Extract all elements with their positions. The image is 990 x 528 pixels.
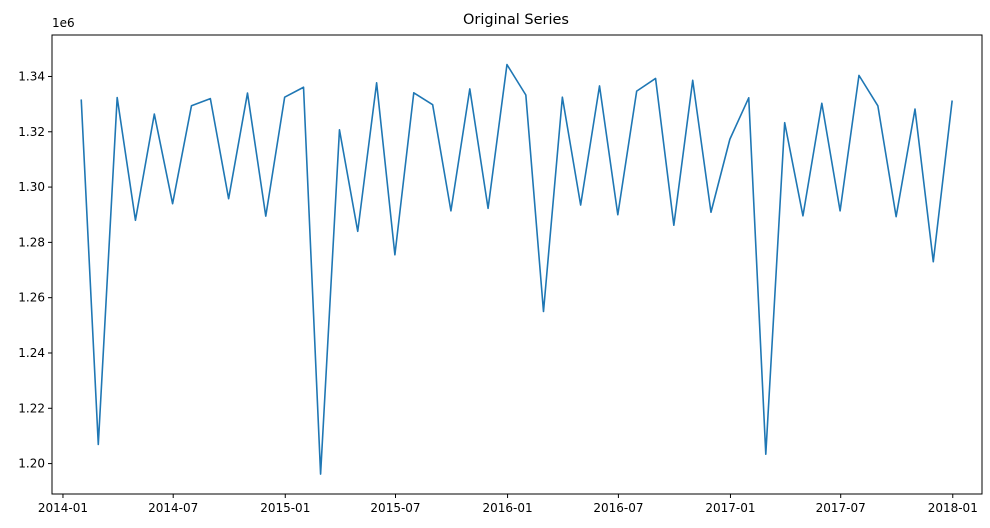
y-tick-label: 1.32 [18,125,45,139]
y-tick-label: 1.22 [18,401,45,415]
y-axis: 1.20 1.22 1.24 1.26 1.28 1.30 1.32 1.34 [18,69,52,471]
axes-frame [51,34,983,495]
y-tick-label: 1.26 [18,291,45,305]
series-line-0 [80,63,953,475]
x-tick-label: 2014-01 [38,501,88,515]
x-tick-label: 2015-01 [260,501,310,515]
x-tick-label: 2016-07 [593,501,643,515]
y-tick-label: 1.34 [18,69,45,83]
x-axis: 2014-01 2014-07 2015-01 2015-07 2016-01 2016-… [38,494,978,515]
x-tick-label: 2014-07 [148,501,198,515]
x-tick-label: 2016-01 [482,501,532,515]
y-tick-label: 1.24 [18,346,45,360]
x-tick-label: 2018-01 [928,501,978,515]
x-tick-label: 2017-01 [705,501,755,515]
x-tick-label: 2015-07 [370,501,420,515]
x-tick-label: 2017-07 [816,501,866,515]
y-offset-label: 1e6 [52,16,75,30]
chart-title: Original Series [463,12,569,28]
plot-area [80,63,953,475]
y-tick-label: 1.30 [18,180,45,194]
y-tick-label: 1.20 [18,457,45,471]
y-tick-label: 1.28 [18,235,45,249]
